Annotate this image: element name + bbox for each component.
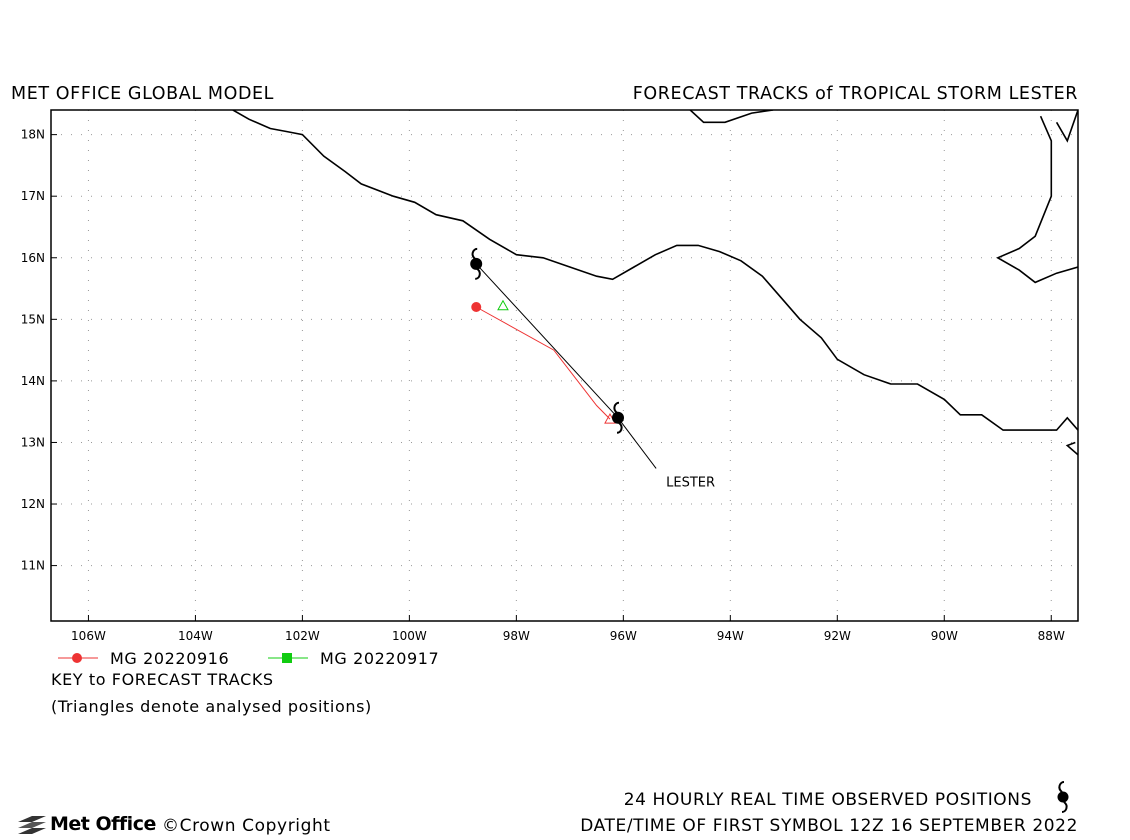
forecast-start-marker: [471, 302, 482, 313]
map-frame: [50, 109, 1079, 622]
axis-ticks: 106W 104W 102W 100W 98W 96W 94W 92W 90W 88W 11N 12N…: [21, 128, 1065, 643]
met-office-logo-icon: [18, 816, 46, 834]
lon-tick-label: 98W: [503, 629, 530, 643]
lat-tick-label: 17N: [21, 189, 45, 203]
coastline: [1065, 441, 1078, 456]
lon-tick-label: 102W: [285, 629, 320, 643]
lon-tick-label: 90W: [931, 629, 958, 643]
model-title: MET OFFICE GLOBAL MODEL: [11, 84, 275, 104]
lat-tick-label: 13N: [21, 435, 45, 449]
hurricane-symbol-icon: [612, 401, 624, 434]
first-symbol-datetime: DATE/TIME OF FIRST SYMBOL 12Z 16 SEPTEMB…: [580, 816, 1078, 836]
lon-tick-label: 106W: [71, 629, 106, 643]
coastlines: [232, 110, 1078, 456]
coastline: [232, 110, 1078, 431]
coastline: [1055, 110, 1078, 143]
lat-tick-label: 11N: [21, 559, 45, 573]
graticule: [51, 110, 1078, 621]
lat-tick-label: 15N: [21, 312, 45, 326]
lon-tick-label: 92W: [824, 629, 851, 643]
storm-label-leader: [617, 417, 657, 469]
analysed-position-triangle: [497, 299, 509, 311]
legend-symbol-mg-20220916: [58, 653, 98, 663]
hurricane-symbol-icon: [470, 247, 483, 280]
forecast-track-line: [475, 306, 611, 420]
legend-label-mg-20220917: MG 20220917: [320, 649, 440, 668]
lon-tick-label: 104W: [178, 629, 213, 643]
copyright-notice: ©Crown Copyright: [162, 816, 331, 836]
chart-title: FORECAST TRACKS of TROPICAL STORM LESTER: [632, 84, 1078, 104]
observed-track-line: [475, 263, 619, 419]
legend-symbol-mg-20220917: [268, 653, 308, 663]
lon-tick-label: 94W: [717, 629, 744, 643]
observed-track: [470, 247, 657, 469]
lon-tick-label: 88W: [1038, 629, 1065, 643]
hurricane-symbol-icon: [1057, 781, 1069, 813]
legend-key-title: KEY to FORECAST TRACKS: [51, 670, 274, 689]
lat-tick-label: 12N: [21, 497, 45, 511]
legend-label-mg-20220916: MG 20220916: [110, 649, 230, 668]
lon-tick-label: 100W: [392, 629, 427, 643]
met-office-logo-text: Met Office: [50, 813, 156, 835]
forecast-tracks: [471, 299, 616, 424]
lat-tick-label: 16N: [21, 251, 45, 265]
lat-tick-label: 14N: [21, 374, 45, 388]
lat-tick-label: 18N: [21, 128, 45, 142]
coastline: [689, 110, 774, 124]
coastline: [996, 115, 1078, 284]
lon-tick-label: 96W: [610, 629, 637, 643]
legend-note: (Triangles denote analysed positions): [51, 697, 372, 716]
storm-name-label: LESTER: [666, 475, 715, 490]
observed-positions-label: 24 HOURLY REAL TIME OBSERVED POSITIONS: [623, 790, 1032, 810]
